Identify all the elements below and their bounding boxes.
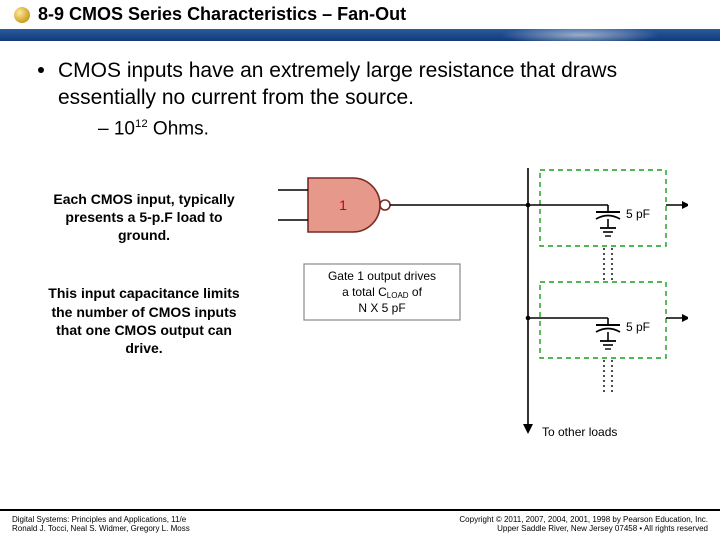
footer-right-1: Copyright © 2011, 2007, 2004, 2001, 1998… [459, 515, 708, 525]
nand-gate-icon: 1 [278, 178, 390, 232]
footer-right-2: Upper Saddle River, New Jersey 07458 • A… [459, 524, 708, 534]
capacitor-top-icon [596, 212, 620, 236]
box-line1: Gate 1 output drives [328, 269, 436, 283]
cap-label-bottom: 5 pF [626, 320, 650, 334]
sub-suffix: Ohms. [148, 118, 209, 139]
box-line2: a total CLOAD of [342, 285, 423, 300]
footer-left-1: Digital Systems: Principles and Applicat… [12, 515, 190, 525]
header-orb-icon [14, 7, 30, 23]
box-line3: N X 5 pF [358, 301, 405, 315]
main-bullet: CMOS inputs have an extremely large resi… [38, 57, 682, 112]
note-capacitance: Each CMOS input, typically presents a 5-… [38, 190, 250, 245]
bullet-dot-icon [38, 67, 44, 73]
main-bullet-text: CMOS inputs have an extremely large resi… [58, 57, 682, 112]
circuit-diagram: 1 To other loads [258, 168, 682, 468]
footer-left-2: Ronald J. Tocci, Neal S. Widmer, Gregory… [12, 524, 190, 534]
capacitor-bottom-icon [596, 325, 620, 349]
note-limit: This input capacitance limits the number… [38, 284, 250, 357]
sub-exp: 12 [135, 118, 148, 130]
other-loads-label: To other loads [542, 425, 617, 439]
info-box: Gate 1 output drives a total CLOAD of N … [304, 264, 460, 320]
slide-title: 8-9 CMOS Series Characteristics – Fan-Ou… [38, 4, 406, 25]
sub-bullet: – 1012 Ohms. [98, 118, 682, 140]
header-bluebar [0, 29, 720, 41]
left-notes: Each CMOS input, typically presents a 5-… [38, 168, 258, 468]
cap-label-top: 5 pF [626, 207, 650, 221]
gate-label: 1 [339, 197, 347, 213]
slide-footer: Digital Systems: Principles and Applicat… [0, 509, 720, 540]
bus-arrow-icon [523, 424, 533, 434]
sub-prefix: – 10 [98, 118, 135, 139]
slide-content: CMOS inputs have an extremely large resi… [0, 41, 720, 468]
slide-header: 8-9 CMOS Series Characteristics – Fan-Ou… [0, 0, 720, 41]
